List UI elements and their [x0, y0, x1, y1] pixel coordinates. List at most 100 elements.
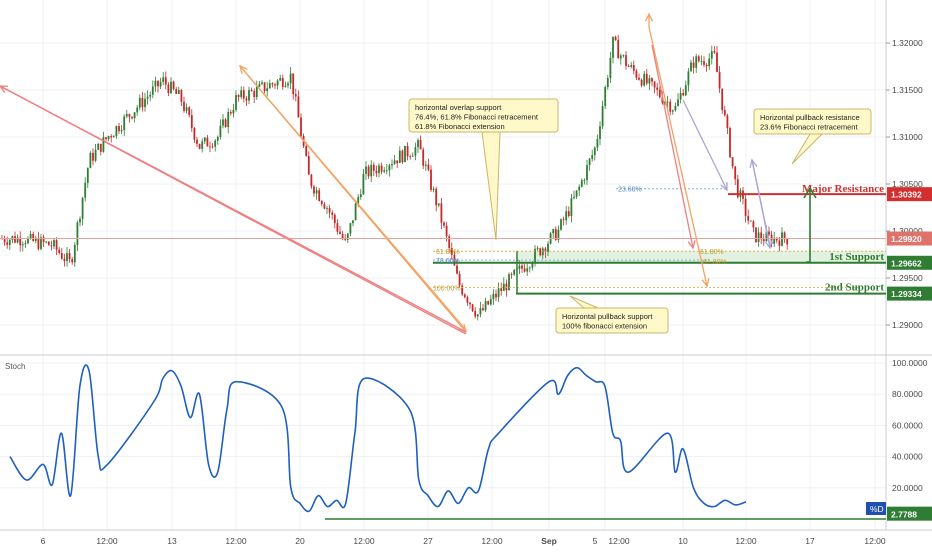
price-badge-text-resistance: 1.30392: [891, 190, 922, 200]
candle-body: [125, 114, 128, 117]
candle-body: [268, 83, 271, 89]
candle-58: [151, 80, 154, 99]
candle-75: [196, 137, 198, 148]
candle-body: [375, 170, 378, 174]
candle-body: [409, 156, 412, 158]
candle-83: [216, 135, 219, 145]
candle-body: [599, 126, 601, 140]
candle-body: [120, 130, 123, 132]
candle-body: [97, 143, 100, 150]
arrow-pink-diagonal-head: [0, 85, 467, 333]
candle-280: [729, 126, 731, 159]
stoch-d-line: [9, 364, 747, 513]
candle-body: [198, 143, 201, 149]
candle-body: [107, 136, 110, 140]
candle-163: [424, 160, 427, 171]
candle-123: [320, 200, 323, 207]
candle-299: [778, 236, 781, 252]
candle-body: [359, 194, 362, 198]
candle-body: [292, 73, 295, 95]
candle-body: [718, 72, 721, 89]
candle-50: [131, 116, 133, 120]
candle-body: [580, 180, 583, 187]
candle-body: [625, 55, 627, 67]
candle-body: [692, 62, 695, 68]
candle-body: [323, 204, 326, 209]
candle-body: [775, 237, 778, 241]
candle-body: [619, 55, 622, 59]
candle-body: [531, 263, 534, 268]
candle-body: [770, 234, 773, 244]
candle-274: [713, 46, 716, 55]
candle-281: [731, 157, 734, 169]
candle-291: [757, 227, 760, 247]
candle-body: [102, 137, 105, 152]
candle-body: [450, 248, 453, 255]
candle-body: [45, 241, 48, 243]
candle-body: [346, 233, 349, 240]
candle-53: [138, 94, 141, 111]
candle-body: [528, 267, 531, 269]
candle-body: [196, 139, 198, 144]
candle-body: [492, 293, 495, 300]
candle-28: [73, 242, 76, 267]
candle-body: [240, 90, 243, 98]
candle-239: [622, 54, 625, 58]
candle-73: [190, 109, 193, 132]
candle-body: [300, 117, 302, 137]
candle-193: [502, 277, 505, 292]
support-zone-rect: [518, 251, 886, 263]
candle-260: [677, 93, 679, 107]
candle-16: [42, 234, 45, 247]
time-tick-3: 12:00: [225, 536, 247, 546]
support-1-label: 1st Support: [829, 251, 884, 263]
candle-97: [253, 88, 256, 104]
candle-173: [450, 242, 453, 260]
candle-body: [778, 240, 781, 246]
candle-body: [123, 116, 126, 131]
candle-275: [716, 46, 718, 73]
stochastic-panel: Stoch: [5, 362, 886, 520]
candle-body: [141, 97, 144, 108]
candle-body: [700, 61, 703, 62]
stoch-tick-0: 100.0000: [892, 358, 928, 368]
candle-138: [359, 189, 362, 200]
candle-248: [645, 69, 648, 86]
candle-body: [71, 259, 74, 263]
candle-220: [573, 190, 575, 200]
candle-144: [375, 165, 378, 177]
candle-body: [757, 232, 760, 243]
price-badge-resistance: [887, 187, 932, 202]
candle-111: [289, 67, 292, 90]
candle-196: [510, 272, 513, 279]
candle-body: [305, 145, 308, 156]
candle-body: [586, 165, 588, 181]
candle-6: [16, 234, 19, 244]
candle-body: [703, 61, 705, 65]
candle-body: [669, 101, 672, 112]
candle-259: [674, 102, 677, 112]
candle-133: [346, 232, 349, 243]
candle-190: [495, 289, 497, 302]
candle-229: [596, 134, 599, 152]
candle-90: [235, 90, 237, 112]
candle-288: [749, 220, 752, 222]
arrow-orange-down-long-shaft: [648, 26, 708, 287]
candle-109: [284, 81, 287, 88]
arrow-pink-down: [651, 44, 696, 250]
candle-body: [258, 83, 261, 87]
candle-body: [684, 85, 687, 96]
candle-216: [562, 216, 565, 226]
candle-32: [84, 177, 87, 202]
candle-166: [432, 186, 435, 193]
arrow-orange-down-right-shaft: [239, 65, 467, 333]
candle-215: [560, 218, 562, 231]
candle-225: [586, 160, 588, 186]
candle-body: [185, 107, 188, 111]
candle-67: [175, 86, 178, 95]
candle-body: [734, 166, 737, 180]
candle-body: [762, 239, 765, 242]
candle-124: [323, 202, 326, 210]
candle-body: [508, 274, 510, 291]
